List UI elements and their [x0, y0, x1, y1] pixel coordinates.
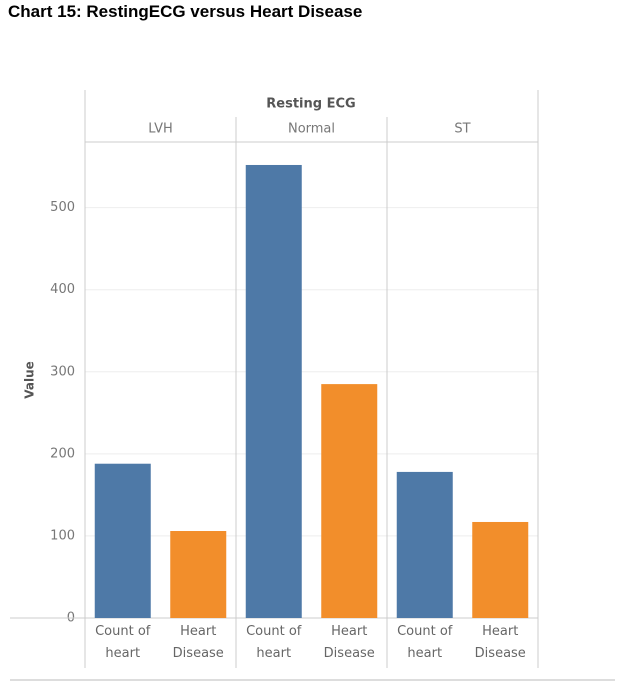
bar [94, 463, 151, 618]
panel-label: ST [454, 122, 470, 137]
panel-label: Normal [288, 122, 335, 137]
x-tick-label: Heart Disease [323, 624, 375, 661]
y-tick-label: 100 [50, 528, 75, 543]
x-tick-label: Heart Disease [474, 624, 526, 661]
x-tick-label: Count of heart [397, 624, 453, 661]
x-tick-label: Count of heart [246, 624, 302, 661]
bar [396, 471, 453, 618]
bar [472, 521, 529, 618]
y-tick-label: 500 [50, 200, 75, 215]
bar [170, 531, 227, 618]
y-tick-label: 400 [50, 282, 75, 297]
y-tick-label: 300 [50, 364, 75, 379]
bar [321, 384, 378, 618]
x-tick-label: Heart Disease [172, 624, 224, 661]
bar [245, 164, 302, 618]
y-axis-label: Value [23, 361, 37, 399]
y-tick-label: 200 [50, 446, 75, 461]
x-tick-label: Count of heart [95, 624, 151, 661]
chart-title: Chart 15: RestingECG versus Heart Diseas… [8, 2, 363, 21]
header: Resting ECG [266, 97, 355, 112]
panel-label: LVH [148, 122, 172, 137]
